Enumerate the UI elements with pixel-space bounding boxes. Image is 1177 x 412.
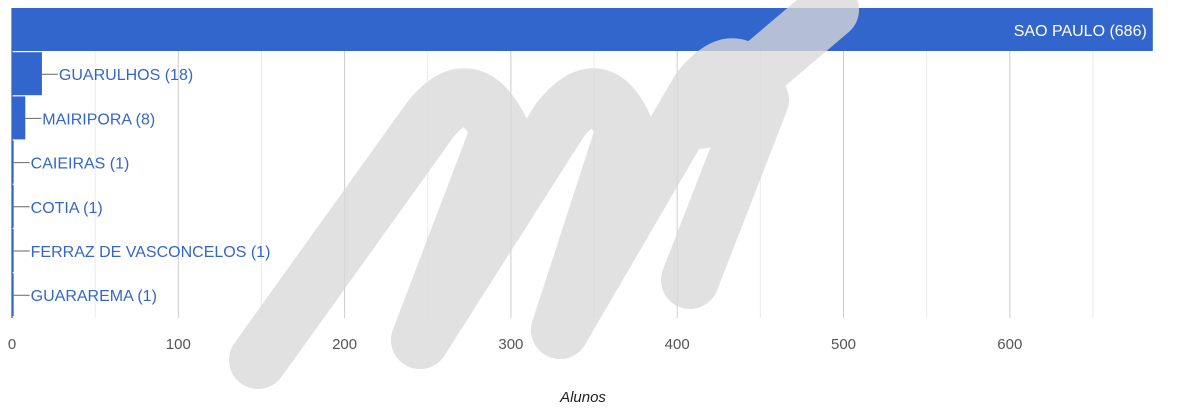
- bar-caieiras: [12, 140, 14, 184]
- bar-guararema: [12, 273, 14, 317]
- x-tick-label: 200: [332, 336, 357, 353]
- data-labels: SAO PAULO (686) GUARULHOS (18) MAIRIPORA (…: [13, 23, 1147, 305]
- x-tick-label: 400: [665, 336, 690, 353]
- bar-data-label: FERRAZ DE VASCONCELOS (1): [31, 244, 271, 261]
- bar-guarulhos: [12, 52, 42, 96]
- bar-sao-paulo: [12, 8, 1153, 51]
- bar-mairipora: [12, 96, 26, 140]
- bar-data-label: CAIEIRAS (1): [31, 156, 130, 173]
- bar-data-label: GUARULHOS (18): [59, 67, 193, 84]
- bar-data-label: MAIRIPORA (8): [42, 111, 155, 128]
- x-tick-label: 500: [831, 336, 856, 353]
- bar-ferraz-de-vasconcelos: [12, 229, 14, 272]
- x-tick-label: 0: [8, 336, 16, 353]
- bar-data-label: COTIA (1): [31, 200, 103, 217]
- x-tick-label: 600: [997, 336, 1022, 353]
- bars: [12, 8, 1153, 317]
- x-tick-label: 100: [166, 336, 191, 353]
- gridlines: [11, 8, 1094, 318]
- x-axis-title: Alunos: [559, 389, 606, 406]
- bar-data-label: SAO PAULO (686): [1014, 23, 1147, 40]
- bar-data-label: GUARAREMA (1): [31, 288, 157, 305]
- bar-cotia: [12, 184, 14, 228]
- x-tick-label: 300: [498, 336, 523, 353]
- x-axis-ticks: 0 100 200 300 400 500 600: [8, 336, 1022, 353]
